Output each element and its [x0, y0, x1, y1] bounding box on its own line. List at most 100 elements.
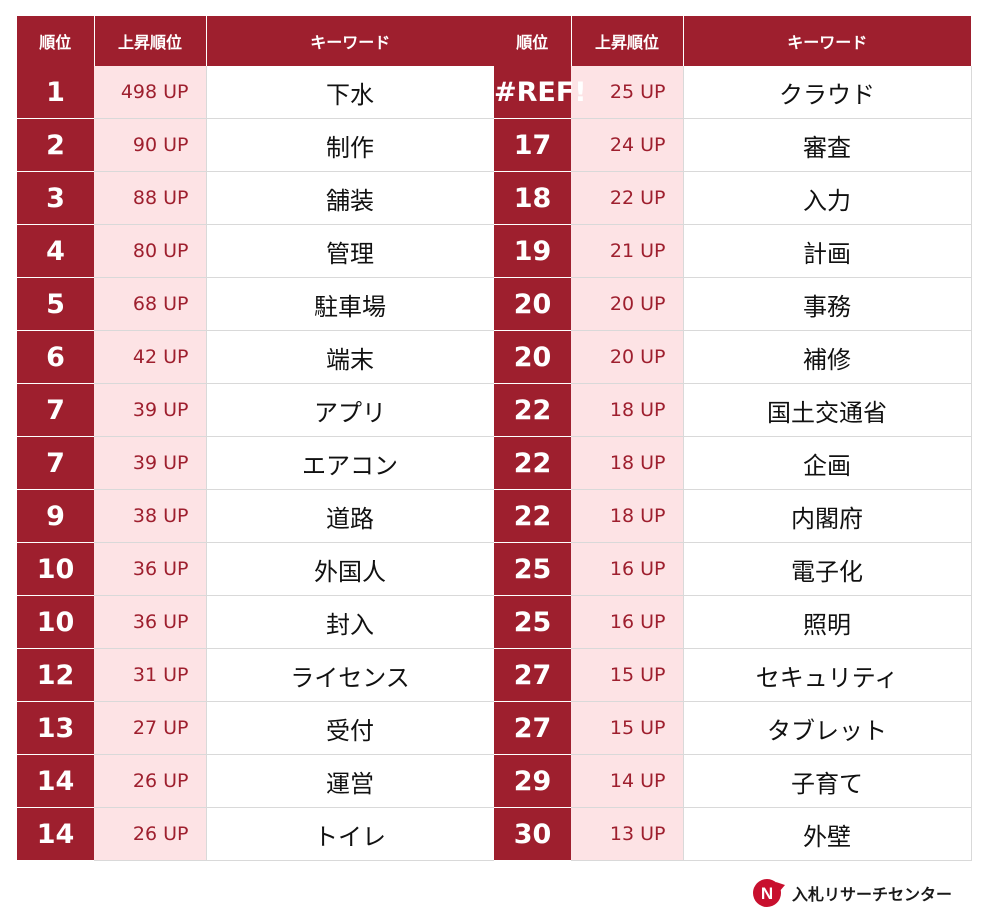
rank-cell: 20 [494, 330, 571, 384]
keyword-cell: 下水 [206, 66, 495, 119]
rank-cell: 5 [17, 277, 94, 331]
keyword-cell: 舗装 [206, 171, 495, 225]
keyword-cell: セキュリティ [683, 648, 972, 702]
rise-cell: 36 UP [94, 542, 207, 596]
table-row: 30 13 UP 外壁 [494, 807, 972, 861]
keyword-cell: アプリ [206, 383, 495, 437]
keyword-cell: 事務 [683, 277, 972, 331]
table-row: 1 498 UP 下水 [17, 66, 495, 119]
logo-mark-letter: N [761, 884, 773, 903]
rank-cell: 9 [17, 489, 94, 543]
rank-cell: 29 [494, 754, 571, 808]
keyword-cell: 電子化 [683, 542, 972, 596]
keyword-cell: エアコン [206, 436, 495, 490]
rise-cell: 18 UP [571, 383, 684, 437]
keyword-cell: 駐車場 [206, 277, 495, 331]
table-row: 6 42 UP 端末 [17, 330, 495, 384]
keyword-cell: 封入 [206, 595, 495, 649]
table-row: 13 27 UP 受付 [17, 701, 495, 755]
header-rank: 順位 [494, 16, 572, 66]
nyusatsu-research-center-logo: N 入札リサーチセンター [752, 875, 952, 911]
table-row: 14 26 UP トイレ [17, 807, 495, 861]
table-row: 19 21 UP 計画 [494, 224, 972, 278]
table-row: 20 20 UP 事務 [494, 277, 972, 331]
header-rank: 順位 [17, 16, 95, 66]
rise-cell: 26 UP [94, 807, 207, 861]
rise-cell: 22 UP [571, 171, 684, 225]
ranking-table-right: 順位 上昇順位 キーワード #REF! 25 UP クラウド 17 24 UP 審査 18 2… [494, 16, 972, 861]
header-keyword: キーワード [206, 16, 494, 66]
rank-cell: 27 [494, 701, 571, 755]
keyword-cell: 外壁 [683, 807, 972, 861]
keyword-cell: 制作 [206, 118, 495, 172]
ranking-table-left: 順位 上昇順位 キーワード 1 498 UP 下水 2 90 UP 制作 3 88 UP 舗装 4… [17, 16, 495, 861]
rise-cell: 20 UP [571, 330, 684, 384]
keyword-cell: トイレ [206, 807, 495, 861]
rise-cell: 14 UP [571, 754, 684, 808]
keyword-cell: 端末 [206, 330, 495, 384]
keyword-cell: クラウド [683, 66, 972, 119]
table-row: 10 36 UP 外国人 [17, 542, 495, 596]
rank-cell: 4 [17, 224, 94, 278]
rise-cell: 18 UP [571, 436, 684, 490]
rise-cell: 16 UP [571, 595, 684, 649]
table-row: 2 90 UP 制作 [17, 118, 495, 172]
rank-cell: 22 [494, 383, 571, 437]
arrow-n-logo-icon: N [753, 879, 785, 907]
rank-cell: 27 [494, 648, 571, 702]
rise-cell: 27 UP [94, 701, 207, 755]
header-rise: 上昇順位 [571, 16, 684, 66]
rank-cell: 25 [494, 595, 571, 649]
table-row: 25 16 UP 照明 [494, 595, 972, 649]
keyword-cell: 計画 [683, 224, 972, 278]
rise-cell: 13 UP [571, 807, 684, 861]
keyword-cell: 企画 [683, 436, 972, 490]
keyword-cell: 審査 [683, 118, 972, 172]
table-row: 9 38 UP 道路 [17, 489, 495, 543]
rise-cell: 80 UP [94, 224, 207, 278]
keyword-cell: 外国人 [206, 542, 495, 596]
keyword-cell: 受付 [206, 701, 495, 755]
rise-cell: 90 UP [94, 118, 207, 172]
rank-cell: 13 [17, 701, 94, 755]
rise-cell: 20 UP [571, 277, 684, 331]
rank-cell: 20 [494, 277, 571, 331]
table-row: 7 39 UP エアコン [17, 436, 495, 490]
rank-cell: 7 [17, 436, 94, 490]
rank-cell: 14 [17, 754, 94, 808]
keyword-cell: 照明 [683, 595, 972, 649]
rank-cell: 22 [494, 489, 571, 543]
table-row: 12 31 UP ライセンス [17, 648, 495, 702]
table-body-left: 1 498 UP 下水 2 90 UP 制作 3 88 UP 舗装 4 80 UP 管理 5 68 UP 駐… [17, 66, 495, 861]
rise-cell: 498 UP [94, 66, 207, 119]
keyword-cell: ライセンス [206, 648, 495, 702]
rank-cell: 7 [17, 383, 94, 437]
rise-cell: 39 UP [94, 383, 207, 437]
rank-cell: 2 [17, 118, 94, 172]
table-row: 27 15 UP セキュリティ [494, 648, 972, 702]
keyword-cell: 子育て [683, 754, 972, 808]
table-row: 5 68 UP 駐車場 [17, 277, 495, 331]
rise-cell: 26 UP [94, 754, 207, 808]
rise-cell: 36 UP [94, 595, 207, 649]
rise-cell: 16 UP [571, 542, 684, 596]
table-row: 7 39 UP アプリ [17, 383, 495, 437]
rise-cell: 18 UP [571, 489, 684, 543]
rise-cell: 25 UP [571, 66, 684, 119]
rank-cell: 30 [494, 807, 571, 861]
table-row: 3 88 UP 舗装 [17, 171, 495, 225]
rank-cell: 1 [17, 66, 94, 119]
header-keyword: キーワード [683, 16, 971, 66]
rise-cell: 88 UP [94, 171, 207, 225]
rise-cell: 68 UP [94, 277, 207, 331]
table-row: 17 24 UP 審査 [494, 118, 972, 172]
keyword-cell: 運営 [206, 754, 495, 808]
rank-cell: 18 [494, 171, 571, 225]
logo-text: 入札リサーチセンター [792, 885, 953, 904]
table-row: 22 18 UP 企画 [494, 436, 972, 490]
rise-cell: 38 UP [94, 489, 207, 543]
table-row: #REF! 25 UP クラウド [494, 66, 972, 119]
rank-cell: 12 [17, 648, 94, 702]
rank-cell: 3 [17, 171, 94, 225]
rank-cell: 6 [17, 330, 94, 384]
